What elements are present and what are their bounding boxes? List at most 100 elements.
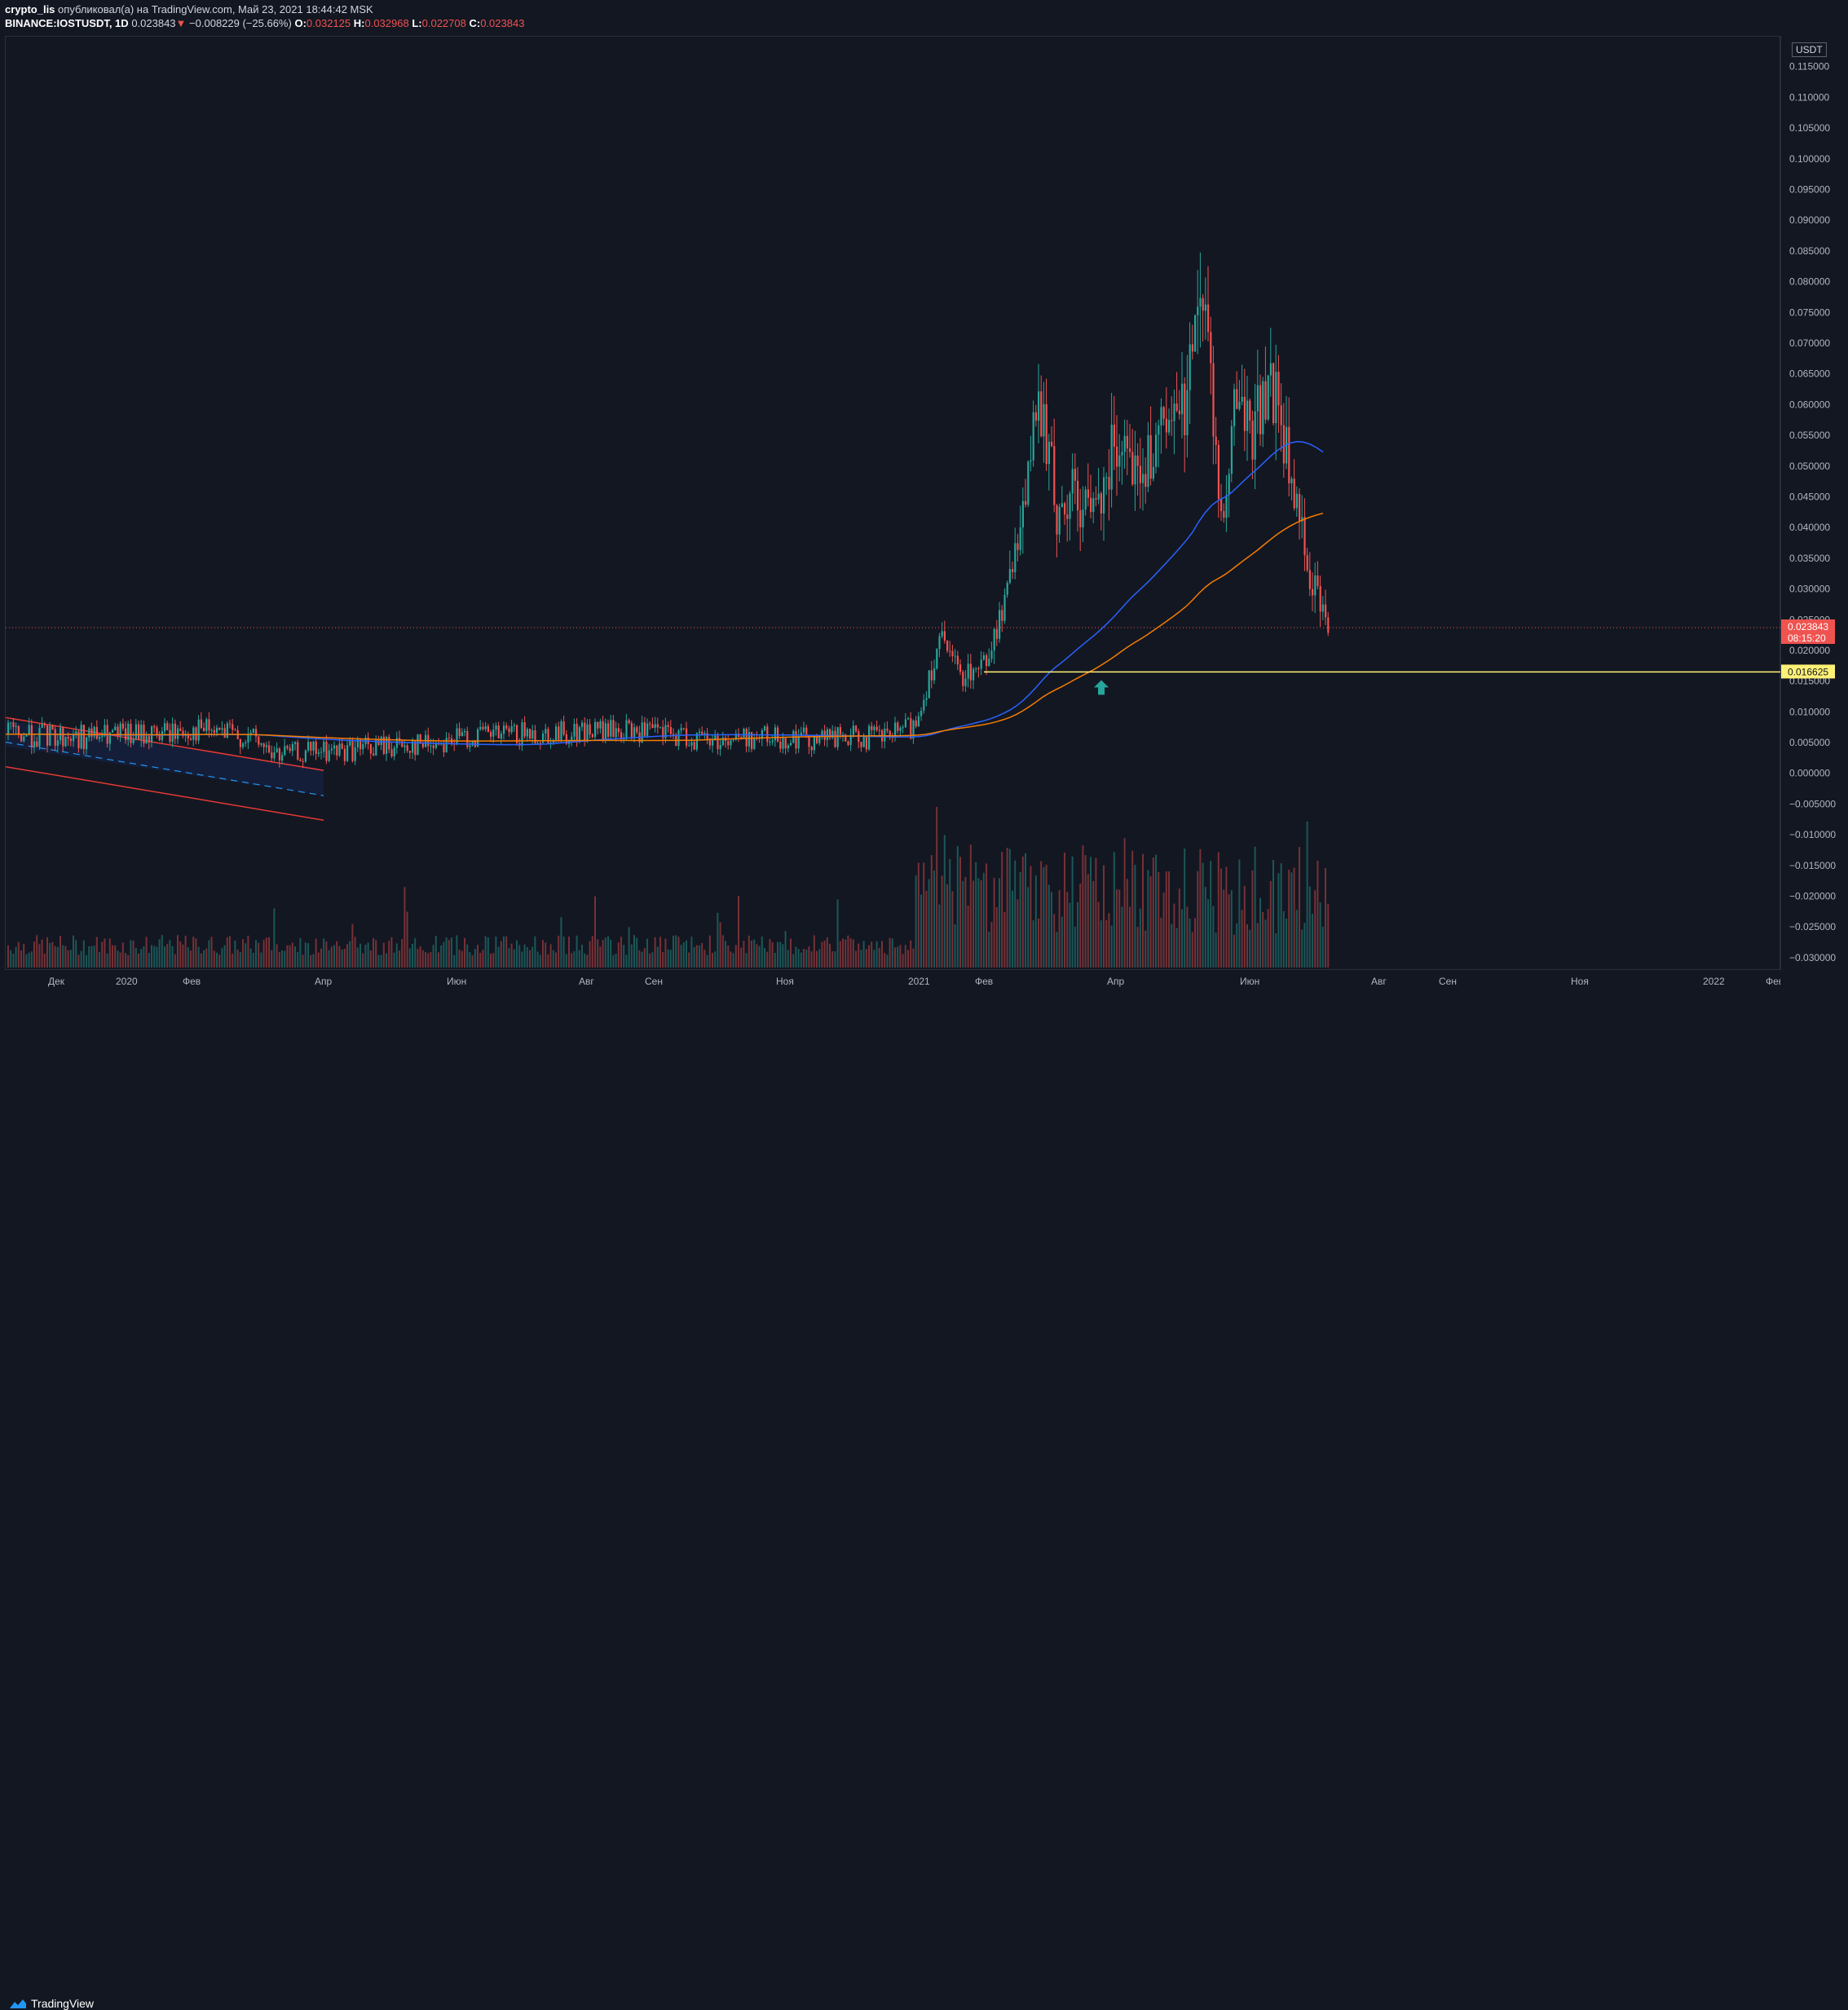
candle-body (732, 739, 734, 741)
volume-bar (469, 951, 471, 968)
volume-bar (82, 940, 85, 968)
candle-body (148, 736, 150, 743)
price-axis[interactable]: 0.115000 0.110000 0.105000 0.100000 0.095000… (1780, 36, 1848, 970)
time-tick-label: Дек (48, 976, 65, 987)
volume-bar (688, 952, 690, 968)
author-name[interactable]: crypto_lis (5, 3, 55, 15)
volume-bar (904, 945, 906, 968)
tradingview-logo[interactable]: TradingView (7, 1997, 94, 2010)
candle-body (973, 668, 975, 681)
volume-bar (1327, 904, 1330, 968)
volume-bar (928, 879, 930, 968)
volume-bar (310, 954, 312, 968)
candle-body (706, 733, 708, 741)
volume-bar (508, 948, 510, 968)
candle-body (1236, 389, 1238, 409)
publish-info: crypto_lis опубликовал(а) на TradingView… (5, 3, 373, 15)
candle-body (1186, 390, 1189, 435)
candle-body (688, 745, 690, 747)
volume-bar (875, 941, 878, 968)
candle-body (1238, 401, 1241, 409)
price-tick-label: −0.020000 (1789, 891, 1836, 902)
candle-body (865, 736, 867, 750)
volume-bar (1043, 866, 1045, 968)
candle-body (542, 733, 545, 743)
time-axis-scale[interactable]: Дек 2020 Фев Апр Июн Авг Сен Ноя 2021 Фев Апр Июн Ав… (5, 970, 1784, 993)
candle-body (547, 729, 549, 744)
candle-body (904, 719, 906, 728)
last-price-badge (1781, 619, 1835, 644)
volume-bar (1189, 918, 1191, 968)
volume-bar (860, 950, 862, 968)
volume-bar (1152, 857, 1154, 968)
volume-bar (1233, 934, 1235, 968)
volume-bar (1145, 930, 1147, 968)
candle-body (1321, 604, 1324, 612)
candle-body (930, 670, 933, 681)
volume-bar (156, 946, 158, 968)
volume-bar (273, 908, 276, 968)
volume-bar (1087, 874, 1089, 968)
candle-body (1280, 405, 1282, 425)
volume-bar (1173, 903, 1175, 968)
candle-body (1071, 469, 1074, 494)
price-chart[interactable] (5, 37, 1781, 971)
candle-body (369, 743, 372, 754)
candle-body (975, 668, 977, 670)
volume-bar (1064, 853, 1065, 968)
volume-bar (443, 941, 445, 968)
price-tick-label: 0.010000 (1789, 706, 1830, 717)
volume-bar (414, 938, 417, 968)
candle-body (117, 726, 119, 736)
time-axis[interactable]: Дек 2020 Фев Апр Июн Авг Сен Ноя 2021 Фев Апр Июн Ав… (5, 970, 1784, 993)
volume-bar (969, 844, 972, 968)
candle-body (166, 723, 169, 730)
candle-body (597, 721, 599, 729)
candle-body (161, 731, 163, 741)
volume-bar (464, 937, 465, 968)
candle-body (30, 725, 33, 747)
volume-bar (1319, 901, 1321, 968)
volume-bar (1045, 864, 1047, 968)
candle-body (258, 736, 260, 745)
candle-body (1220, 499, 1223, 512)
candle-body (1017, 543, 1019, 550)
candle-body (362, 743, 364, 750)
volume-bar (294, 946, 296, 968)
volume-bar (933, 871, 935, 968)
price-tick-label: 0.060000 (1789, 399, 1830, 410)
volume-bar (1199, 849, 1202, 968)
price-tick-label: 0.050000 (1789, 461, 1830, 472)
last-price-label: 0.023843 (1788, 621, 1828, 633)
chart-pane[interactable] (5, 36, 1781, 971)
volume-bar (748, 935, 750, 968)
candle-body (1064, 503, 1066, 515)
candle-body (443, 743, 445, 752)
volume-bar (255, 940, 257, 968)
volume-bar (161, 935, 163, 968)
volume-bar (936, 806, 938, 968)
volume-bar (842, 938, 844, 968)
time-tick-label: 2020 (116, 976, 138, 987)
volume-bar (278, 952, 280, 968)
volume-bar (234, 940, 236, 968)
candle-body (252, 729, 254, 733)
candle-body (1312, 588, 1314, 596)
candle-body (986, 655, 988, 667)
volume-bar (813, 935, 815, 968)
candle-body (651, 724, 654, 729)
candle-body (262, 743, 265, 747)
candle-body (808, 735, 810, 747)
volume-bar (1191, 932, 1193, 968)
price-axis-scale[interactable]: 0.115000 0.110000 0.105000 0.100000 0.095000… (1781, 36, 1848, 970)
volume-bar (873, 950, 875, 968)
candle-body (41, 724, 43, 728)
volume-bar (651, 952, 654, 968)
currency-unit-badge[interactable]: USDT (1792, 42, 1827, 57)
volume-bar (1241, 910, 1243, 968)
volume-bar (1249, 929, 1251, 968)
volume-bar (1301, 929, 1303, 968)
volume-bar (1269, 880, 1272, 968)
volume-bar (910, 940, 912, 968)
symbol-name[interactable]: BINANCE:IOSTUSDT, 1D (5, 17, 129, 29)
